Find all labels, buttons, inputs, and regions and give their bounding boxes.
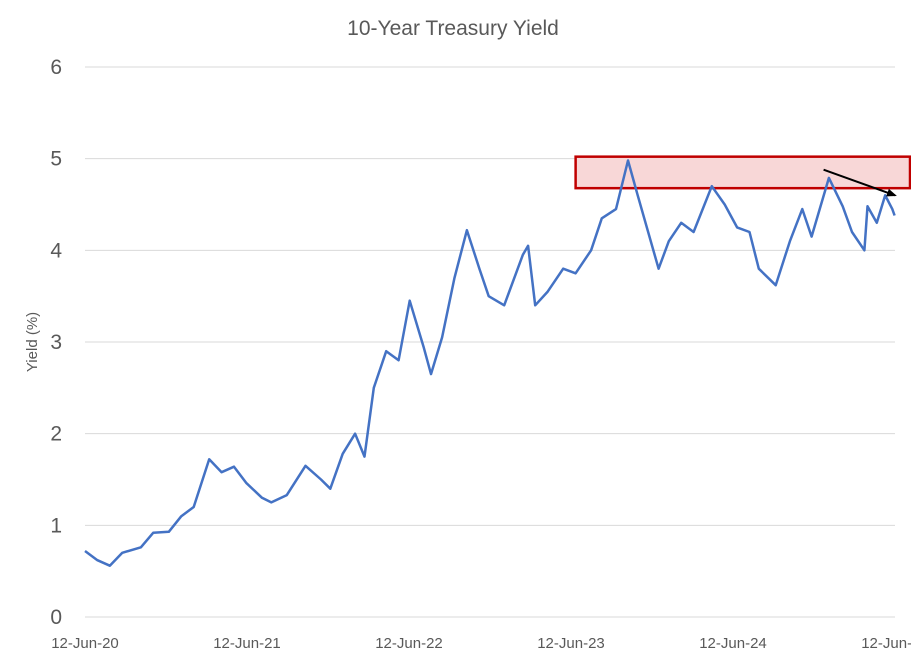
- x-tick-label: 12-Jun-21: [213, 635, 281, 652]
- x-tick-labels: 12-Jun-20 12-Jun-21 12-Jun-22 12-Jun-23 12-J…: [51, 635, 911, 652]
- x-tick-label: 12-Jun-24: [699, 635, 767, 652]
- chart-title: 10-Year Treasury Yield: [347, 17, 559, 40]
- x-tick-label: 12-Jun-25: [861, 635, 911, 652]
- x-tick-label: 12-Jun-22: [375, 635, 443, 652]
- y-tick-label: 0: [50, 606, 62, 629]
- x-tick-label: 12-Jun-23: [537, 635, 605, 652]
- series-line-yield: [84, 159, 896, 567]
- y-tick-label: 1: [50, 514, 62, 537]
- y-tick-label: 3: [50, 331, 62, 354]
- y-tick-label: 6: [50, 56, 62, 79]
- y-axis-label: Yield (%): [24, 312, 41, 372]
- resistance-band: [574, 155, 911, 190]
- y-tick-label: 5: [50, 148, 62, 171]
- y-tick-label: 2: [50, 423, 62, 446]
- y-tick-labels: 0 1 2 3 4 5 6: [50, 56, 62, 629]
- y-tick-label: 4: [50, 239, 62, 262]
- resistance-band-layer: [574, 155, 911, 190]
- trend-arrow: [823, 168, 897, 197]
- trend-arrow-layer: [823, 168, 897, 197]
- series-layer: [84, 159, 896, 567]
- gridlines: [85, 66, 895, 618]
- x-tick-label: 12-Jun-20: [51, 635, 119, 652]
